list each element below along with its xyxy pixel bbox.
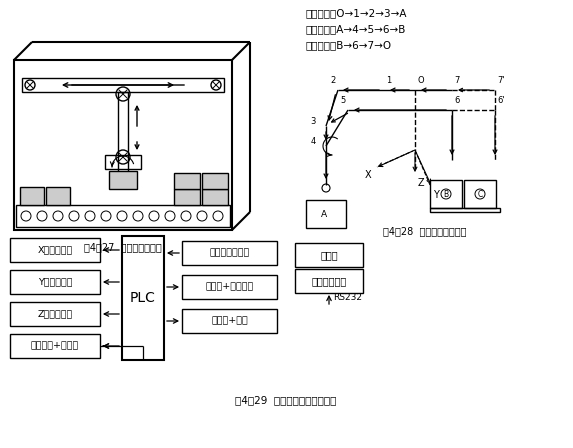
Text: 7: 7 — [454, 76, 460, 85]
Text: C: C — [477, 190, 482, 198]
Text: 2: 2 — [331, 76, 336, 85]
Bar — [295, 243, 363, 267]
Bar — [118, 92, 128, 175]
Text: 1: 1 — [386, 76, 391, 85]
Bar — [430, 180, 462, 208]
Bar — [10, 302, 100, 326]
Text: Y轴伺服电机: Y轴伺服电机 — [38, 277, 72, 287]
Bar — [46, 187, 70, 205]
Text: 4: 4 — [311, 137, 316, 146]
Text: 7': 7' — [497, 76, 505, 85]
Text: 电磁阀+吸盘: 电磁阀+吸盘 — [211, 316, 248, 326]
Bar — [464, 180, 496, 208]
Text: 搬货路线：A→4→5→6→B: 搬货路线：A→4→5→6→B — [305, 24, 405, 34]
Text: 图4－28  码垛动作轨迹示意: 图4－28 码垛动作轨迹示意 — [383, 226, 467, 236]
Text: 电磁阀+旋转气缸: 电磁阀+旋转气缸 — [205, 283, 254, 292]
Text: 图4－27  码垛机结构示意: 图4－27 码垛机结构示意 — [84, 242, 162, 252]
Text: Y: Y — [433, 190, 439, 200]
Text: 5: 5 — [341, 96, 346, 105]
Bar — [122, 236, 164, 360]
Text: 系列位置传感器: 系列位置传感器 — [209, 249, 250, 258]
Text: 6': 6' — [497, 96, 505, 105]
Bar — [202, 173, 228, 189]
Bar — [20, 187, 44, 205]
Bar — [202, 189, 228, 205]
Text: 3: 3 — [311, 117, 316, 126]
Bar — [430, 208, 500, 212]
Text: B: B — [444, 190, 449, 198]
Bar — [105, 155, 141, 169]
Text: 触摸屏: 触摸屏 — [320, 250, 338, 260]
Text: 返回路线：B→6→7→O: 返回路线：B→6→7→O — [305, 40, 391, 50]
Text: A: A — [321, 210, 327, 219]
Bar — [10, 334, 100, 358]
Bar — [182, 309, 277, 333]
Text: X: X — [364, 170, 371, 180]
Text: Z: Z — [418, 178, 425, 188]
Bar — [16, 205, 230, 227]
Text: 上位监控软件: 上位监控软件 — [311, 276, 347, 286]
Bar — [10, 238, 100, 262]
Text: RS232: RS232 — [333, 293, 362, 302]
Bar — [22, 78, 224, 92]
Text: 取货路线：O→1→2→3→A: 取货路线：O→1→2→3→A — [305, 8, 406, 18]
Text: 6: 6 — [454, 96, 460, 105]
Bar — [174, 173, 200, 189]
Text: O: O — [417, 76, 423, 85]
Bar — [14, 60, 232, 230]
Bar — [109, 171, 137, 189]
Bar — [306, 200, 346, 228]
Bar — [10, 270, 100, 294]
Text: 图4－29  码垛机测控系统结构图: 图4－29 码垛机测控系统结构图 — [236, 395, 337, 405]
Bar — [182, 241, 277, 265]
Bar — [174, 189, 200, 205]
Text: PLC: PLC — [130, 291, 156, 305]
Bar — [295, 269, 363, 293]
Text: 交流电机+变频器: 交流电机+变频器 — [31, 341, 79, 350]
Text: Z轴伺服电机: Z轴伺服电机 — [37, 310, 73, 319]
Bar — [182, 275, 277, 299]
Text: X轴伺服电机: X轴伺服电机 — [37, 246, 73, 254]
